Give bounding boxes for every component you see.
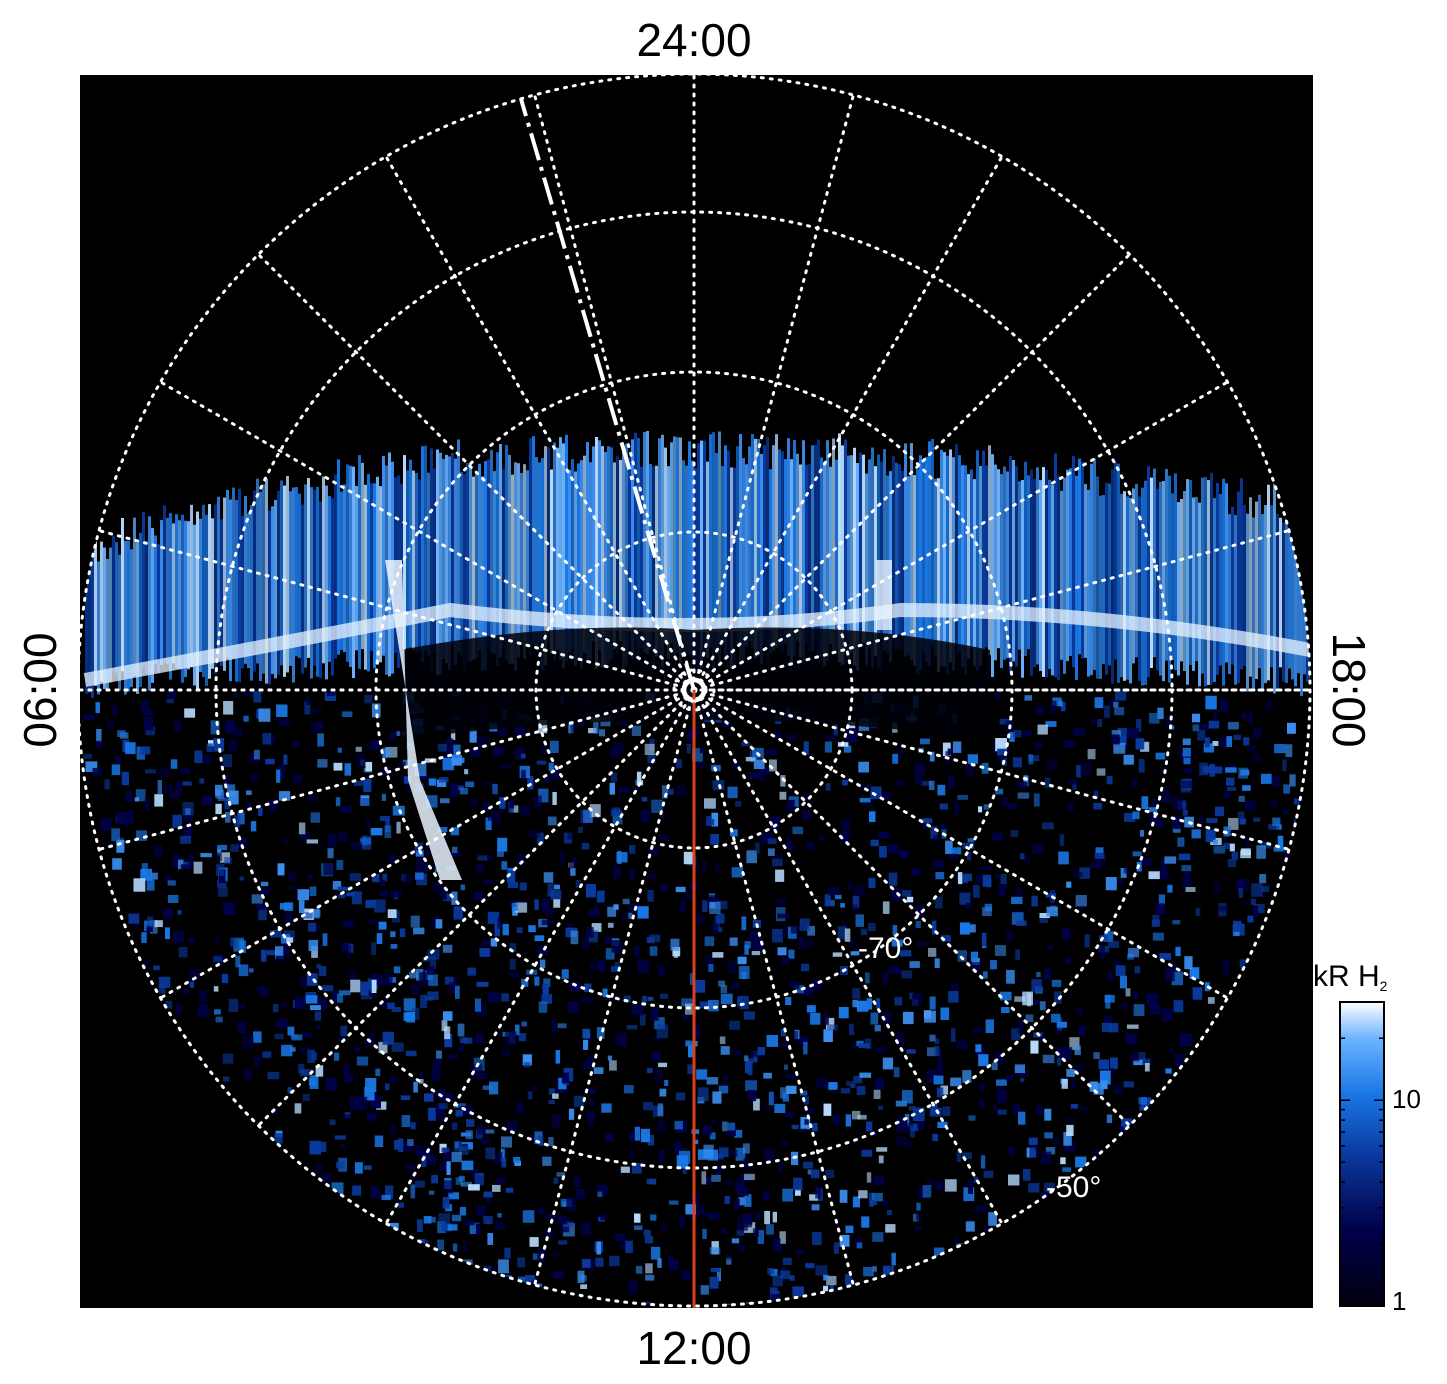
local-time-right: 18:00 <box>1323 632 1375 747</box>
colorbar-tick-10: 10 <box>1392 1084 1421 1114</box>
latitude-label-70: -70° <box>858 932 913 965</box>
colorbar-title-sub: 2 <box>1380 978 1388 994</box>
emission-image <box>83 431 1310 1306</box>
polar-grid <box>80 75 1313 1308</box>
colorbar-title-main: kR H <box>1313 960 1380 993</box>
latitude-label-50: -50° <box>1046 1171 1101 1204</box>
dayside-noise <box>83 690 1310 1306</box>
local-time-bottom: 12:00 <box>636 1322 751 1374</box>
local-time-left: 06:00 <box>14 632 66 747</box>
colorbar-tick-1: 1 <box>1392 1286 1406 1316</box>
dashed-meridian <box>519 98 696 691</box>
colorbar: kR H2 10 1 <box>1313 960 1421 1316</box>
local-time-top: 24:00 <box>636 14 751 66</box>
pole-marker <box>681 677 707 703</box>
colorbar-gradient <box>1339 1001 1385 1307</box>
colorbar-ticks <box>1340 1001 1384 1307</box>
auroral-oval <box>83 431 1310 740</box>
colorbar-title: kR H2 <box>1313 960 1388 994</box>
